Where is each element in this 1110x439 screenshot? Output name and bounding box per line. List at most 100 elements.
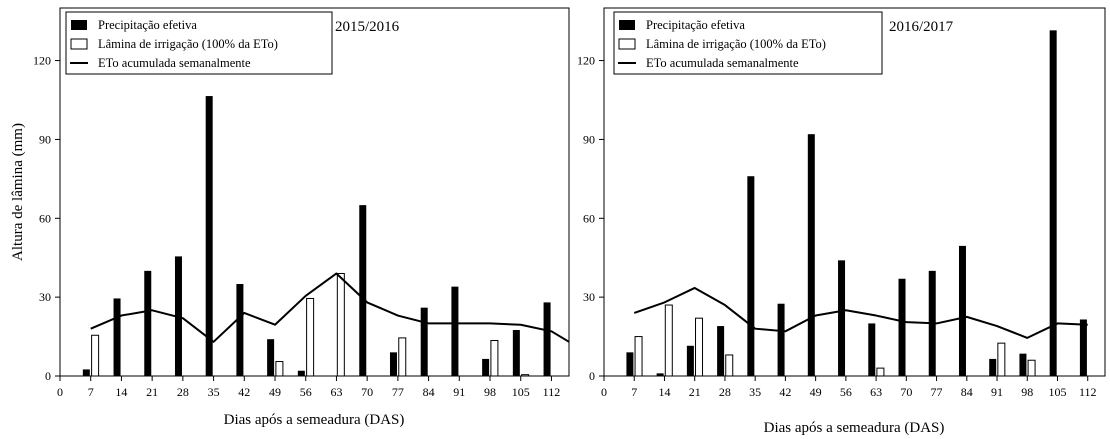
x-tick-label: 98 [484, 385, 496, 399]
precipitation-bar [512, 330, 520, 376]
x-tick-label: 84 [423, 385, 435, 399]
y-tick-label: 0 [45, 369, 51, 383]
x-tick-label: 91 [453, 385, 465, 399]
x-tick-label: 35 [208, 385, 220, 399]
plot-frame [59, 7, 570, 377]
x-tick-label: 70 [361, 385, 373, 399]
irrigation-bar [91, 334, 100, 377]
precipitation-bar [82, 369, 90, 376]
x-tick-label: 28 [177, 385, 189, 399]
legend-label-eto: ETo acumulada semanalmente [98, 56, 251, 70]
x-tick-label: 49 [810, 385, 822, 399]
x-tick-label: 56 [840, 385, 852, 399]
x-tick-label: 42 [779, 385, 791, 399]
x-tick-label: 112 [543, 385, 561, 399]
precipitation-bar [868, 323, 876, 376]
irrigation-bar [275, 361, 284, 377]
x-tick-label: 21 [689, 385, 701, 399]
precipitation-bar [297, 370, 305, 376]
chart-panel-2016-2017: 0 7 14 21 28 35 42 49 56 63 70 77 84 91 98 105 112 0 30 60 9… [577, 7, 1106, 436]
y-tick-label: 120 [577, 54, 595, 68]
x-tick-label: 14 [115, 385, 127, 399]
x-tick-label: 77 [392, 385, 404, 399]
precipitation-bar [958, 245, 966, 376]
axis-ticks: 0 7 14 21 28 35 42 49 56 63 70 77 84 91 98 105 112 0 30 60 9… [33, 54, 560, 399]
x-tick-label: 70 [900, 385, 912, 399]
irrigation-bar [490, 340, 499, 377]
panel-label: 2016/2017 [889, 19, 954, 35]
legend: Precipitação efetiva Lâmina de irrigação… [65, 11, 333, 75]
irrigation-bar [398, 337, 407, 377]
y-tick-label: 30 [583, 290, 595, 304]
eto-line-series [633, 286, 1088, 339]
x-tick-label: 7 [631, 385, 637, 399]
precipitation-bar [267, 339, 275, 376]
precipitation-bar [1049, 30, 1057, 376]
legend-swatch-precipitation [619, 20, 635, 30]
irrigation-bar [306, 297, 315, 377]
irrigation-bar [634, 336, 643, 377]
chart-panel-2015-2016: 0 7 14 21 28 35 42 49 56 63 70 77 84 91 98 105 112 0 30 60 9… [10, 7, 570, 428]
x-tick-label: 105 [1048, 385, 1066, 399]
x-tick-label: 63 [870, 385, 882, 399]
legend: Precipitação efetiva Lâmina de irrigação… [613, 11, 883, 75]
irrigation-bar [1027, 359, 1036, 377]
x-tick-label: 98 [1021, 385, 1033, 399]
x-tick-label: 0 [57, 385, 63, 399]
precipitation-bar [482, 358, 490, 376]
y-tick-label: 0 [589, 369, 595, 383]
legend-swatch-precipitation [71, 20, 87, 30]
y-tick-label: 120 [33, 54, 51, 68]
y-tick-label: 60 [39, 211, 51, 225]
eto-line [633, 286, 1088, 339]
legend-label-precipitation: Precipitação efetiva [646, 18, 745, 32]
x-tick-label: 84 [961, 385, 973, 399]
x-tick-label: 0 [601, 385, 607, 399]
x-tick-label: 105 [512, 385, 530, 399]
precipitation-bar [451, 286, 459, 376]
x-axis-title: Dias após a semeadura (DAS) [764, 420, 945, 436]
irrigation-bar [695, 317, 704, 377]
precipitation-bar [898, 278, 906, 376]
x-tick-label: 35 [749, 385, 761, 399]
x-tick-label: 42 [238, 385, 250, 399]
precipitation-bar [807, 134, 815, 376]
irrigation-bar [876, 367, 885, 377]
x-tick-label: 7 [88, 385, 94, 399]
y-tick-label: 90 [39, 132, 51, 146]
precipitation-bar [1019, 353, 1027, 376]
eto-line [90, 272, 570, 343]
legend-swatch-irrigation [70, 38, 88, 50]
x-tick-label: 28 [719, 385, 731, 399]
precipitation-bar [838, 260, 846, 376]
plot-frame [603, 7, 1106, 377]
y-axis-title: Altura de lâmina (mm) [10, 123, 26, 261]
y-tick-label: 60 [583, 211, 595, 225]
precipitation-bar [626, 352, 634, 376]
legend-swatch-irrigation [618, 38, 636, 50]
axis-ticks: 0 7 14 21 28 35 42 49 56 63 70 77 84 91 98 105 112 0 30 60 9… [577, 54, 1097, 399]
y-tick-label: 30 [39, 290, 51, 304]
precipitation-bar [144, 270, 152, 376]
precipitation-bar [543, 302, 551, 376]
irrigation-bar [336, 272, 345, 377]
precipitation-bar [656, 373, 664, 376]
irrigation-bar [664, 304, 673, 377]
precipitation-bar [236, 284, 244, 376]
irrigation-bar [725, 354, 734, 377]
precipitation-bar [989, 358, 997, 376]
legend-label-eto: ETo acumulada semanalmente [646, 56, 799, 70]
x-tick-label: 77 [931, 385, 943, 399]
precipitation-bar [205, 96, 213, 377]
x-tick-label: 63 [330, 385, 342, 399]
bar-series [82, 96, 551, 377]
precipitation-bar [717, 326, 725, 376]
precipitation-bar [686, 345, 694, 376]
precipitation-bar [389, 352, 397, 376]
legend-box [613, 11, 883, 75]
y-tick-label: 90 [583, 132, 595, 146]
panel-label: 2015/2016 [335, 19, 400, 35]
x-tick-label: 21 [146, 385, 158, 399]
x-tick-label: 14 [658, 385, 670, 399]
